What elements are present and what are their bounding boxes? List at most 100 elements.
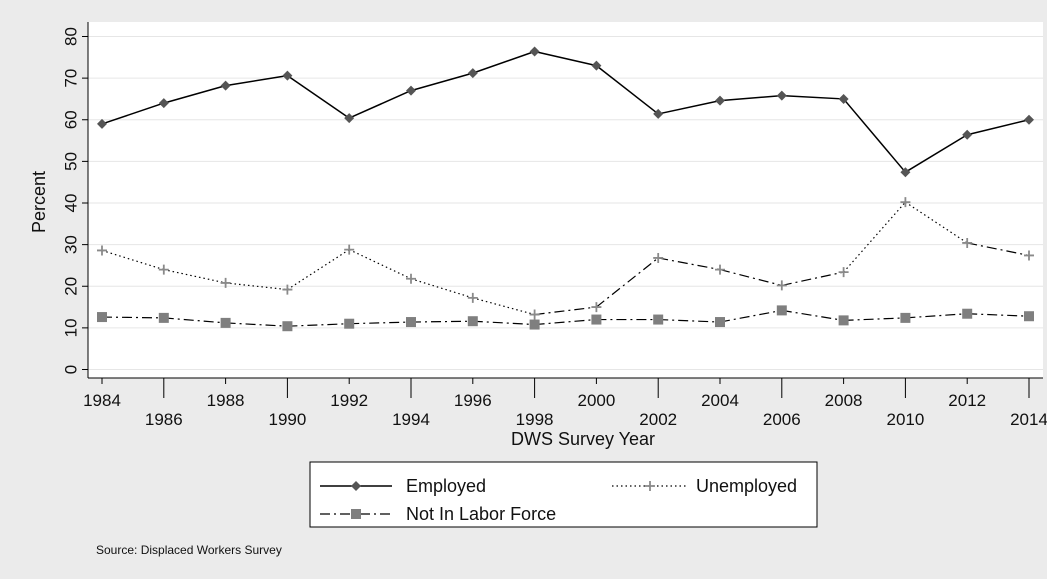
y-tick-label: 50 [61, 152, 80, 171]
not-in-labor-force-point [467, 316, 478, 327]
unemployed-point [1024, 250, 1034, 261]
employed-line-segment [348, 89, 412, 119]
unemployed-point [591, 302, 602, 313]
source-note: Source: Displaced Workers Survey [96, 543, 282, 557]
not-in-labor-force-point [900, 312, 911, 323]
not-in-labor-force-point [344, 318, 355, 329]
unemployed-point [282, 284, 293, 295]
not-in-labor-force-point [282, 321, 293, 332]
not-in-labor-force-point [653, 314, 664, 325]
employed-line-segment [967, 119, 1030, 136]
x-axis-title: DWS Survey Year [511, 429, 655, 449]
employed-point [282, 70, 293, 81]
unemployed-point [344, 244, 355, 255]
employed-line-segment [843, 98, 906, 173]
x-tick-label: 2000 [577, 391, 615, 410]
legend-marker-not-in-labor-force [351, 509, 361, 519]
employed-point [900, 167, 911, 178]
legend-marker-unemployed [645, 481, 655, 491]
not-in-labor-force-point [406, 317, 416, 328]
employed-line-segment [595, 65, 659, 115]
legend: Employed Unemployed Not In Labor Force [309, 461, 818, 528]
y-tick-label: 40 [61, 194, 80, 213]
x-tick-label: 1986 [145, 410, 183, 429]
employed-line-segment [781, 94, 844, 100]
x-tick-label: 2004 [701, 391, 739, 410]
x-tick-label: 2008 [825, 391, 863, 410]
unemployed-line-segment [225, 282, 288, 291]
legend-box [309, 461, 818, 528]
legend-label-employed: Employed [406, 476, 486, 496]
unemployed-point [776, 280, 787, 291]
unemployed-point [467, 292, 478, 303]
x-tick-label: 2010 [886, 410, 924, 429]
employed-point [776, 90, 787, 101]
legend-label-not-in-labor-force: Not In Labor Force [406, 504, 556, 524]
x-tick-label: 1984 [83, 391, 121, 410]
employed-point [467, 68, 478, 79]
unemployed-point [653, 252, 664, 263]
not-in-labor-force-point [962, 308, 973, 319]
unemployed-point [529, 309, 540, 320]
not-in-labor-force-point [97, 312, 107, 323]
tick-labels: 0 10 20 30 40 50 60 70 80 1984 1986 1988 1990 1992 199… [61, 27, 1047, 429]
employed-point [962, 129, 973, 140]
y-tick-label: 30 [61, 235, 80, 254]
employed-line-segment [719, 94, 782, 102]
unemployed-point [838, 267, 849, 278]
unemployed-line-segment [287, 249, 350, 291]
y-tick-label: 20 [61, 277, 80, 296]
employed-line-segment [101, 102, 165, 125]
employed-point [344, 113, 355, 124]
employed-line-segment [286, 75, 350, 119]
unemployed-line-segment [472, 297, 535, 316]
not-in-labor-force-point [776, 305, 787, 316]
unemployed-point [220, 277, 231, 288]
not-in-labor-force-point [529, 319, 540, 330]
x-tick-label: 1992 [330, 391, 368, 410]
gridlines [88, 36, 1043, 370]
employed-line-segment [225, 74, 288, 87]
x-tick-label: 1988 [207, 391, 245, 410]
x-tick-label: 2012 [948, 391, 986, 410]
legend-marker-employed [351, 481, 361, 491]
employed-point [715, 95, 725, 106]
unemployed-point [97, 245, 107, 256]
series-markers [97, 46, 1034, 332]
employed-line-segment [163, 84, 226, 104]
not-in-labor-force-point [158, 312, 169, 323]
employed-line-segment [472, 50, 535, 74]
plot-area [88, 22, 1043, 378]
not-in-labor-force-point [1024, 311, 1034, 322]
employed-line-segment [658, 99, 721, 115]
x-tick-label: 2006 [763, 410, 801, 429]
unemployed-line-segment [596, 257, 659, 308]
employed-point [653, 108, 664, 119]
unemployed-point [158, 264, 169, 275]
y-axis-title: Percent [29, 171, 49, 233]
unemployed-point [962, 237, 973, 248]
employed-point [158, 98, 169, 109]
x-tick-label: 2002 [639, 410, 677, 429]
employed-line-segment [410, 72, 474, 92]
x-tick-label: 1994 [392, 410, 430, 429]
x-tick-label: 2014 [1010, 410, 1047, 429]
employed-point [406, 85, 416, 96]
unemployed-point [900, 197, 911, 208]
y-tick-label: 70 [61, 69, 80, 88]
employed-point [1024, 114, 1034, 125]
x-tick-label: 1990 [268, 410, 306, 429]
y-tick-label: 80 [61, 27, 80, 46]
employed-point [838, 93, 849, 104]
legend-label-unemployed: Unemployed [696, 476, 797, 496]
unemployed-line-segment [101, 249, 164, 271]
unemployed-line-segment [843, 201, 906, 273]
unemployed-point [406, 273, 416, 284]
employed-point [529, 46, 540, 57]
y-tick-label: 10 [61, 318, 80, 337]
employed-point [591, 60, 602, 71]
series-lines [101, 50, 1030, 327]
employed-line-segment [534, 50, 597, 67]
unemployed-point [715, 264, 725, 275]
